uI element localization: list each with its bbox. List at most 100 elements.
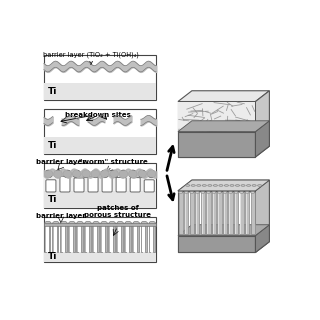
Bar (223, 192, 227, 234)
Bar (54, 223, 57, 252)
Bar (224, 192, 225, 234)
Bar (78, 223, 81, 252)
FancyBboxPatch shape (46, 180, 56, 192)
Ellipse shape (217, 192, 221, 193)
Bar (217, 192, 221, 234)
Ellipse shape (133, 221, 140, 225)
Ellipse shape (119, 170, 128, 178)
Bar (94, 223, 97, 252)
Ellipse shape (206, 192, 211, 193)
Ellipse shape (246, 185, 251, 186)
Ellipse shape (61, 221, 67, 225)
FancyBboxPatch shape (60, 176, 70, 192)
Bar (44, 223, 46, 252)
Bar (62, 223, 65, 252)
Ellipse shape (184, 192, 188, 193)
Bar (245, 192, 249, 234)
Ellipse shape (197, 185, 201, 186)
Ellipse shape (100, 170, 109, 178)
Bar (105, 223, 107, 252)
Bar (190, 192, 194, 234)
Ellipse shape (141, 221, 148, 225)
Bar (246, 192, 247, 234)
Text: breakdown sites: breakdown sites (65, 112, 131, 117)
Bar (60, 223, 62, 252)
Text: barrier layer (TiO₂ + Ti(OH)₄): barrier layer (TiO₂ + Ti(OH)₄) (43, 52, 139, 64)
Bar (229, 192, 230, 234)
Bar (178, 101, 255, 157)
Bar (178, 132, 255, 157)
Bar (148, 223, 150, 252)
Polygon shape (178, 121, 269, 132)
Ellipse shape (212, 192, 216, 193)
Polygon shape (178, 91, 269, 101)
Bar (46, 223, 49, 252)
Ellipse shape (44, 221, 51, 225)
FancyBboxPatch shape (116, 177, 126, 192)
Polygon shape (178, 180, 269, 191)
Text: Ti: Ti (48, 141, 57, 150)
Ellipse shape (208, 185, 212, 186)
Ellipse shape (72, 170, 81, 178)
Bar (44, 252, 156, 262)
Ellipse shape (54, 170, 62, 178)
Bar (44, 83, 156, 100)
Ellipse shape (191, 185, 195, 186)
Text: patches of
porous structure: patches of porous structure (84, 205, 151, 218)
Bar (76, 223, 78, 252)
Ellipse shape (63, 170, 71, 178)
Bar (86, 223, 89, 252)
Text: barrier layer: barrier layer (36, 212, 86, 219)
Ellipse shape (85, 221, 91, 225)
Ellipse shape (251, 192, 255, 193)
Bar (116, 223, 118, 252)
Bar (195, 192, 199, 234)
Ellipse shape (202, 185, 206, 186)
Ellipse shape (245, 192, 249, 193)
Ellipse shape (236, 185, 240, 186)
Bar (185, 192, 186, 234)
Bar (73, 223, 75, 252)
Bar (44, 222, 156, 226)
Ellipse shape (109, 221, 116, 225)
Bar (57, 223, 59, 252)
Ellipse shape (125, 221, 132, 225)
Bar (206, 192, 211, 234)
Bar (92, 223, 94, 252)
Ellipse shape (239, 192, 244, 193)
Ellipse shape (224, 185, 228, 186)
FancyBboxPatch shape (130, 178, 140, 192)
Bar (113, 223, 115, 252)
Bar (153, 223, 155, 252)
Ellipse shape (91, 170, 100, 178)
Bar (145, 223, 147, 252)
Ellipse shape (82, 170, 90, 178)
Bar (218, 192, 219, 234)
Bar (100, 223, 102, 252)
Ellipse shape (77, 221, 83, 225)
Bar (132, 223, 134, 252)
Text: "worm" structure: "worm" structure (79, 159, 148, 165)
Bar (124, 223, 126, 252)
FancyBboxPatch shape (144, 180, 154, 192)
Ellipse shape (195, 192, 199, 193)
Polygon shape (255, 180, 269, 252)
FancyBboxPatch shape (88, 176, 98, 192)
Bar (179, 192, 183, 234)
Bar (196, 192, 197, 234)
Bar (251, 192, 255, 234)
Bar (68, 223, 70, 252)
Ellipse shape (258, 185, 262, 186)
Bar (44, 163, 156, 208)
Bar (52, 223, 54, 252)
Bar (65, 223, 67, 252)
Bar (108, 223, 110, 252)
Text: barrier layer: barrier layer (36, 159, 86, 165)
Bar (81, 223, 83, 252)
FancyBboxPatch shape (102, 175, 112, 192)
Ellipse shape (179, 192, 183, 193)
Polygon shape (255, 91, 269, 157)
Bar (207, 192, 208, 234)
Bar (239, 192, 244, 234)
Ellipse shape (219, 185, 223, 186)
